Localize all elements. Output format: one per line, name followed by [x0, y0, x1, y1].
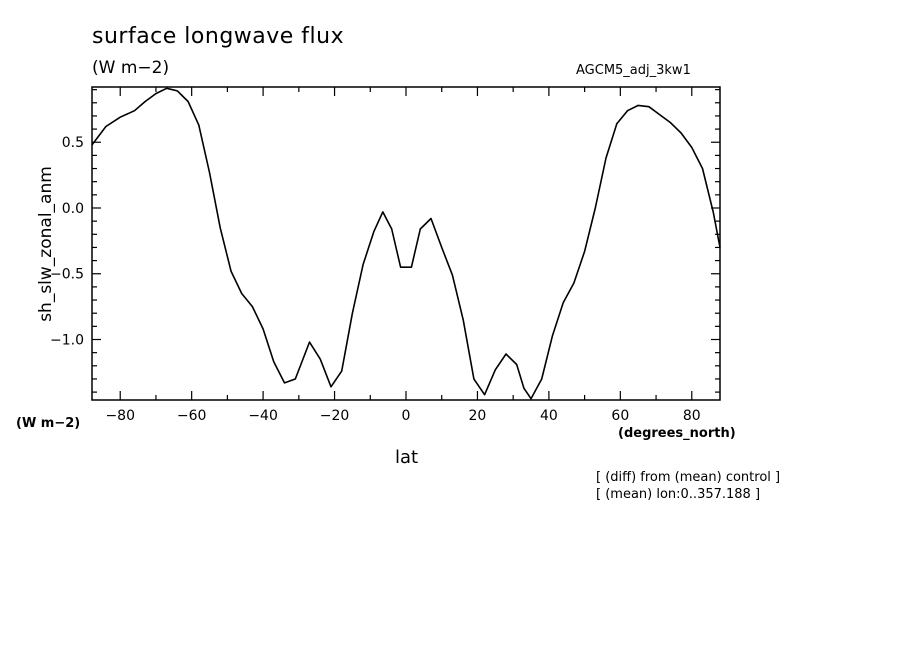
- note-mean: [ (mean) lon:0..357.188 ]: [596, 487, 761, 502]
- x-tick-label: −60: [177, 408, 207, 424]
- chart-title: surface longwave flux: [92, 24, 345, 49]
- y-tick-label: −0.5: [50, 267, 84, 283]
- chart-units: (W m−2): [92, 58, 170, 78]
- series-line: [91, 87, 721, 400]
- x-tick-label: −20: [320, 408, 350, 424]
- x-tick-label: 40: [540, 408, 558, 424]
- y-tick-label: −1.0: [50, 333, 84, 349]
- y-tick-label: 0.0: [62, 201, 84, 217]
- x-tick-label: 20: [469, 408, 487, 424]
- run-name: AGCM5_adj_3kw1: [576, 63, 691, 78]
- x-tick-label: 80: [683, 408, 701, 424]
- x-tick-label: −40: [248, 408, 278, 424]
- x-axis-units: (degrees_north): [618, 426, 736, 441]
- x-axis-label: lat: [395, 447, 419, 468]
- y-axis-units: (W m−2): [16, 416, 81, 431]
- note-diff: [ (diff) from (mean) control ]: [596, 470, 781, 485]
- x-tick-label: 0: [402, 408, 411, 424]
- x-tick-label: 60: [611, 408, 629, 424]
- plot-frame: [91, 86, 721, 401]
- x-tick-label: −80: [105, 408, 135, 424]
- y-tick-label: 0.5: [62, 135, 84, 151]
